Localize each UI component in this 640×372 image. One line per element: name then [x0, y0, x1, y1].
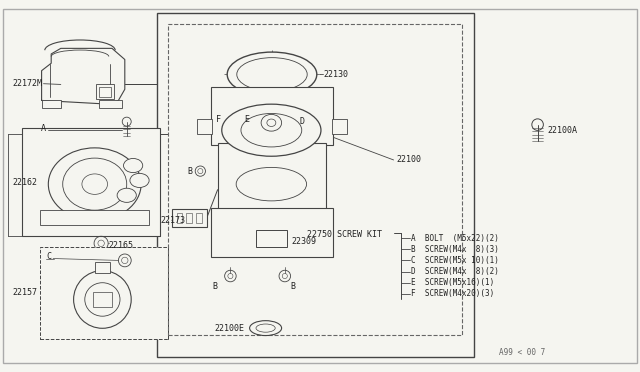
Text: 22130: 22130 — [323, 70, 348, 79]
Bar — [95, 262, 110, 273]
Text: 22162: 22162 — [13, 178, 38, 187]
Text: B: B — [188, 167, 193, 176]
Bar — [218, 143, 326, 212]
Ellipse shape — [222, 104, 321, 156]
Text: 22100A: 22100A — [547, 126, 577, 135]
Bar — [22, 128, 160, 236]
Text: B  SCREW(M4x  8)(3): B SCREW(M4x 8)(3) — [411, 245, 499, 254]
Bar — [186, 213, 192, 223]
Bar — [96, 84, 114, 99]
Ellipse shape — [267, 119, 276, 126]
Bar — [196, 213, 202, 223]
Ellipse shape — [227, 52, 317, 97]
Text: 22100: 22100 — [397, 155, 422, 164]
Text: E: E — [244, 115, 250, 124]
Bar — [40, 247, 168, 339]
Bar — [211, 208, 333, 257]
Ellipse shape — [236, 167, 307, 201]
Bar — [93, 292, 112, 307]
Text: D: D — [300, 117, 305, 126]
Text: C: C — [46, 252, 51, 261]
Text: 22173: 22173 — [160, 216, 185, 225]
Bar — [168, 24, 462, 335]
Text: 22165: 22165 — [109, 241, 134, 250]
Ellipse shape — [256, 324, 275, 332]
Ellipse shape — [250, 321, 282, 336]
Text: 22100E: 22100E — [214, 324, 244, 333]
Text: F  SCREW(M4x20)(3): F SCREW(M4x20)(3) — [411, 289, 494, 298]
Text: D  SCREW(M4x  8)(2): D SCREW(M4x 8)(2) — [411, 267, 499, 276]
Bar — [256, 230, 287, 247]
Bar — [172, 209, 207, 227]
Text: 22172M: 22172M — [13, 79, 43, 88]
Ellipse shape — [117, 188, 136, 202]
Ellipse shape — [237, 58, 307, 91]
Bar — [211, 87, 333, 145]
Ellipse shape — [241, 113, 302, 147]
Ellipse shape — [74, 271, 131, 328]
Bar — [40, 210, 149, 225]
Bar — [177, 213, 182, 223]
Text: A  BOLT  (M5x22)(2): A BOLT (M5x22)(2) — [411, 234, 499, 243]
Text: A: A — [41, 124, 46, 133]
Text: B: B — [212, 282, 217, 291]
Bar — [42, 100, 61, 108]
Bar — [99, 100, 122, 108]
Text: 22157: 22157 — [13, 288, 38, 296]
Text: F: F — [216, 115, 221, 124]
Ellipse shape — [85, 283, 120, 316]
Ellipse shape — [261, 115, 282, 131]
Ellipse shape — [124, 158, 143, 173]
Text: B: B — [291, 282, 296, 291]
Text: E  SCREW(M5x16)(1): E SCREW(M5x16)(1) — [411, 278, 494, 287]
Bar — [332, 119, 347, 134]
Ellipse shape — [82, 174, 108, 194]
Bar — [99, 87, 111, 97]
Bar — [197, 119, 212, 134]
Ellipse shape — [130, 173, 149, 187]
Text: 22750 SCREW KIT: 22750 SCREW KIT — [307, 230, 382, 239]
Text: C  SCREW(M5x 10)(1): C SCREW(M5x 10)(1) — [411, 256, 499, 265]
Bar — [157, 13, 474, 357]
Text: 22309: 22309 — [291, 237, 316, 246]
Ellipse shape — [63, 158, 127, 210]
Ellipse shape — [49, 148, 141, 220]
Text: A99 < 00 7: A99 < 00 7 — [499, 348, 545, 357]
